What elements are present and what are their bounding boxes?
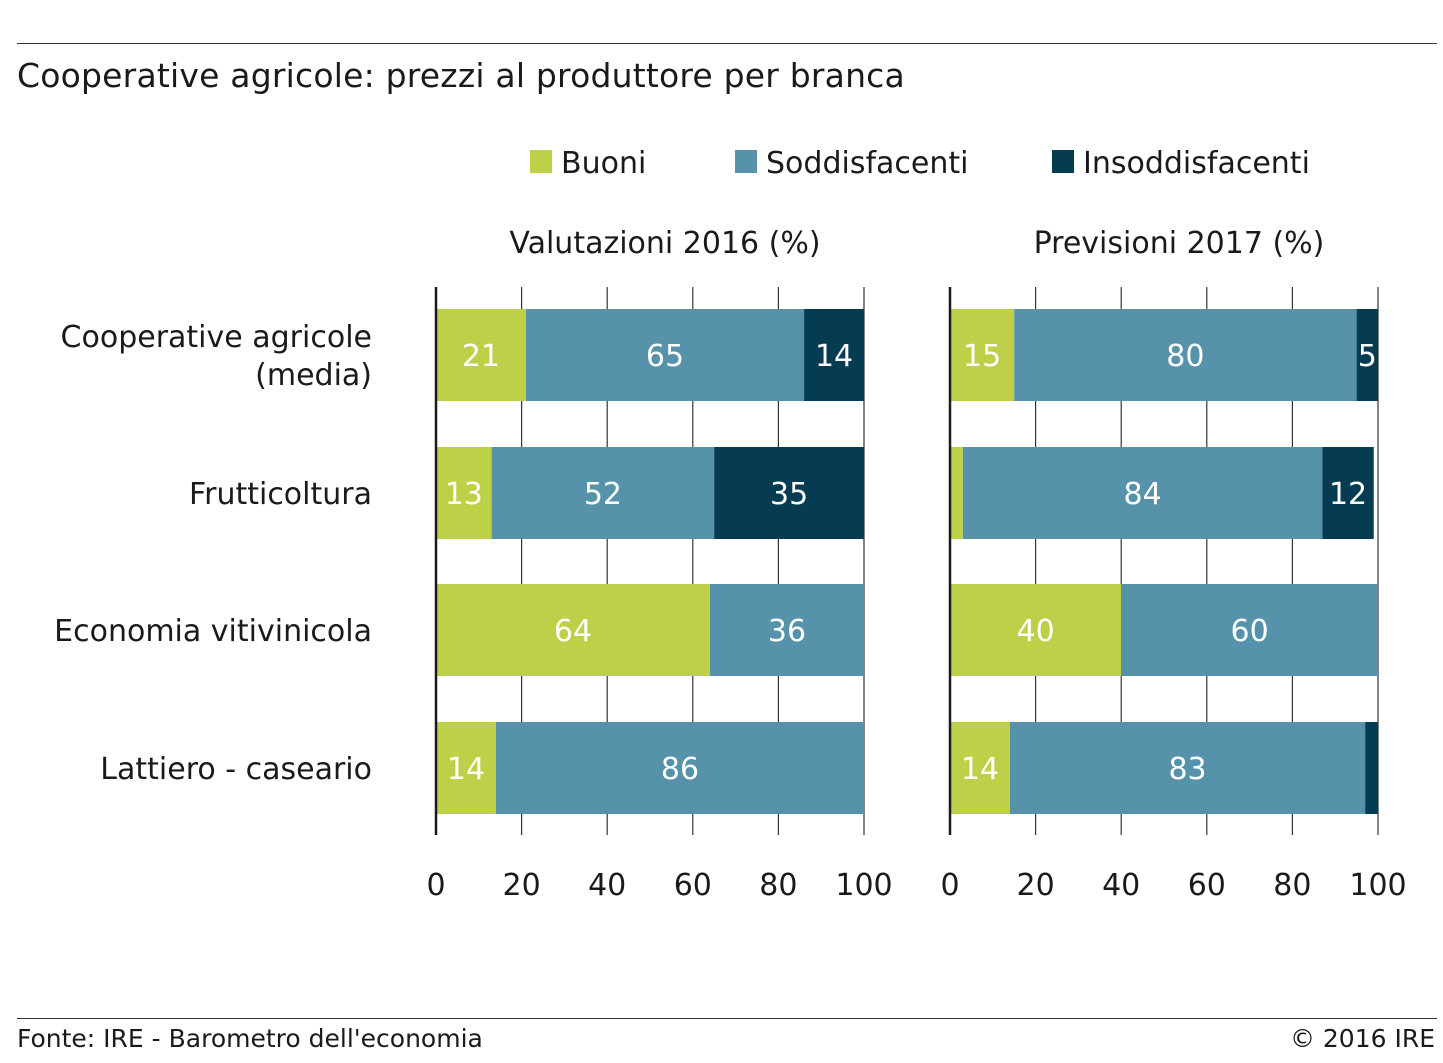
bar-previsioni-2017-row-3-buoni [950, 584, 1122, 676]
chart-canvas: Buoni Soddisfacenti Insoddisfacenti Coopera… [54, 146, 1406, 903]
bar-previsioni-2017-row-4-buoni [950, 722, 1010, 814]
legend-label-insoddisfacenti: Insoddisfacenti [1083, 146, 1310, 181]
bar-previsioni-2017-row-4-soddisfacenti [1009, 722, 1366, 814]
tick-label-valutazioni-2016-20: 20 [503, 868, 541, 903]
bar-valutazioni-2016-row-2-buoni [436, 447, 492, 539]
chart-title: Cooperative agricole: prezzi al produtto… [17, 56, 905, 95]
legend-swatch-soddisfacenti [735, 150, 757, 173]
data-label-valutazioni-2016-row-3-buoni: 64 [554, 614, 592, 649]
legend-swatch-buoni [530, 150, 552, 173]
data-label-previsioni-2017-row-2-soddisfacenti: 84 [1124, 477, 1162, 512]
data-label-valutazioni-2016-row-1-insoddisfacenti: 14 [815, 339, 853, 374]
bar-previsioni-2017-row-2-buoni [950, 447, 963, 539]
bottom-rule [17, 1018, 1437, 1019]
tick-label-previsioni-2017-100: 100 [1349, 868, 1406, 903]
data-label-valutazioni-2016-row-2-buoni: 13 [445, 477, 483, 512]
legend-swatch-insoddisfacenti [1052, 150, 1074, 173]
category-label-3: Economia vitivinicola [54, 614, 372, 649]
data-label-valutazioni-2016-row-2-insoddisfacenti: 35 [770, 477, 808, 512]
bar-previsioni-2017-row-1-soddisfacenti [1014, 309, 1357, 401]
bar-valutazioni-2016-row-3-buoni [436, 584, 710, 676]
data-label-previsioni-2017-row-1-buoni: 15 [963, 339, 1001, 374]
legend-label-soddisfacenti: Soddisfacenti [766, 146, 968, 181]
top-rule [17, 43, 1437, 44]
bar-valutazioni-2016-row-2-soddisfacenti [491, 447, 715, 539]
tick-label-previsioni-2017-60: 60 [1188, 868, 1226, 903]
bar-valutazioni-2016-row-1-soddisfacenti [525, 309, 805, 401]
bar-previsioni-2017-row-3-soddisfacenti [1121, 584, 1378, 676]
data-label-valutazioni-2016-row-3-soddisfacenti: 36 [768, 614, 806, 649]
category-label-4: Lattiero - caseario [100, 752, 372, 787]
data-label-previsioni-2017-row-4-buoni: 14 [961, 752, 999, 787]
tick-label-previsioni-2017-80: 80 [1273, 868, 1311, 903]
category-label-2: Frutticoltura [189, 477, 372, 512]
bar-previsioni-2017-row-2-soddisfacenti [962, 447, 1323, 539]
data-label-previsioni-2017-row-1-insoddisfacenti: 5 [1358, 339, 1377, 374]
tick-label-previsioni-2017-20: 20 [1017, 868, 1055, 903]
panel-title-valutazioni-2016: Valutazioni 2016 (%) [509, 226, 820, 261]
tick-label-valutazioni-2016-80: 80 [759, 868, 797, 903]
data-label-valutazioni-2016-row-1-buoni: 21 [462, 339, 500, 374]
bar-previsioni-2017-row-1-insoddisfacenti [1356, 309, 1378, 401]
bar-valutazioni-2016-row-2-insoddisfacenti [714, 447, 864, 539]
tick-label-previsioni-2017-40: 40 [1102, 868, 1140, 903]
data-label-previsioni-2017-row-2-insoddisfacenti: 12 [1329, 477, 1367, 512]
category-label-1-line-2: (media) [255, 358, 372, 393]
data-label-valutazioni-2016-row-2-soddisfacenti: 52 [584, 477, 622, 512]
tick-label-valutazioni-2016-60: 60 [674, 868, 712, 903]
data-label-previsioni-2017-row-3-soddisfacenti: 60 [1231, 614, 1269, 649]
data-label-valutazioni-2016-row-4-soddisfacenti: 86 [661, 752, 699, 787]
data-label-valutazioni-2016-row-4-buoni: 14 [447, 752, 485, 787]
bar-valutazioni-2016-row-3-soddisfacenti [709, 584, 864, 676]
bar-previsioni-2017-row-4-insoddisfacenti [1365, 722, 1378, 814]
category-label-1-line-1: Cooperative agricole [61, 320, 372, 355]
footer-source: Fonte: IRE - Barometro dell'economia [17, 1024, 483, 1053]
bar-valutazioni-2016-row-4-soddisfacenti [495, 722, 864, 814]
bar-valutazioni-2016-row-4-buoni [436, 722, 496, 814]
data-label-previsioni-2017-row-1-soddisfacenti: 80 [1166, 339, 1204, 374]
footer-copyright: © 2016 IRE [1289, 1024, 1435, 1053]
tick-label-valutazioni-2016-0: 0 [426, 868, 445, 903]
bar-previsioni-2017-row-1-buoni [950, 309, 1015, 401]
bar-valutazioni-2016-row-1-insoddisfacenti [804, 309, 864, 401]
panel-title-previsioni-2017: Previsioni 2017 (%) [1034, 226, 1325, 261]
bar-previsioni-2017-row-2-insoddisfacenti [1322, 447, 1374, 539]
data-label-valutazioni-2016-row-1-soddisfacenti: 65 [646, 339, 684, 374]
data-label-previsioni-2017-row-3-buoni: 40 [1017, 614, 1055, 649]
tick-label-valutazioni-2016-100: 100 [835, 868, 892, 903]
tick-label-valutazioni-2016-40: 40 [588, 868, 626, 903]
legend-label-buoni: Buoni [561, 146, 646, 181]
tick-label-previsioni-2017-0: 0 [940, 868, 959, 903]
bar-valutazioni-2016-row-1-buoni [436, 309, 526, 401]
data-label-previsioni-2017-row-4-soddisfacenti: 83 [1168, 752, 1206, 787]
